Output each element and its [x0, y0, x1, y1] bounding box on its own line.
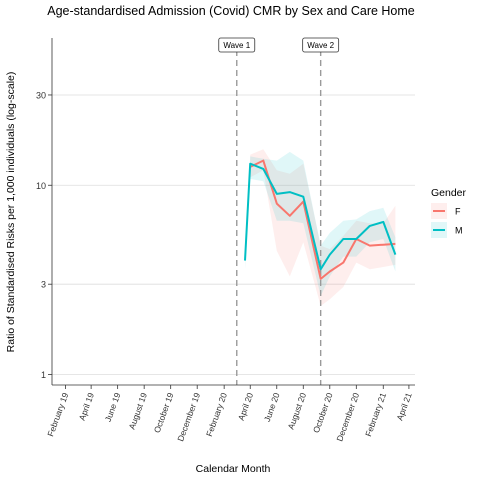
legend-label: F [455, 207, 461, 217]
x-tick-label: August 20 [286, 391, 309, 431]
wave-label: Wave 1 [223, 41, 250, 50]
x-tick-label: June 19 [103, 391, 123, 423]
x-tick-label: December 19 [175, 391, 202, 443]
x-tick-label: April 19 [77, 391, 96, 422]
legend: Gender FM [431, 187, 467, 238]
x-tick-label: February 21 [363, 391, 388, 438]
x-tick-label: August 19 [127, 391, 150, 431]
wave-label: Wave 2 [307, 41, 334, 50]
y-tick-label: 1 [41, 370, 46, 380]
x-tick-label: February 20 [204, 391, 229, 438]
legend-title: Gender [431, 187, 467, 199]
y-axis-label: Ratio of Standardised Risks per 1,000 in… [5, 72, 17, 353]
x-tick-label: February 19 [45, 391, 70, 438]
x-tick-label: October 19 [152, 391, 176, 434]
x-tick-label: October 20 [311, 391, 335, 434]
x-tick-label: June 20 [262, 391, 282, 423]
y-tick-label: 3 [41, 280, 46, 290]
x-tick-label: April 21 [395, 391, 414, 422]
x-tick-label: April 20 [236, 391, 255, 422]
x-tick-label: December 20 [334, 391, 361, 443]
legend-label: M [455, 226, 463, 236]
y-tick-label: 10 [36, 181, 46, 191]
x-axis-label: Calendar Month [196, 463, 271, 475]
y-tick-label: 30 [36, 90, 46, 100]
chart-title: Age-standardised Admission (Covid) CMR b… [47, 4, 415, 18]
